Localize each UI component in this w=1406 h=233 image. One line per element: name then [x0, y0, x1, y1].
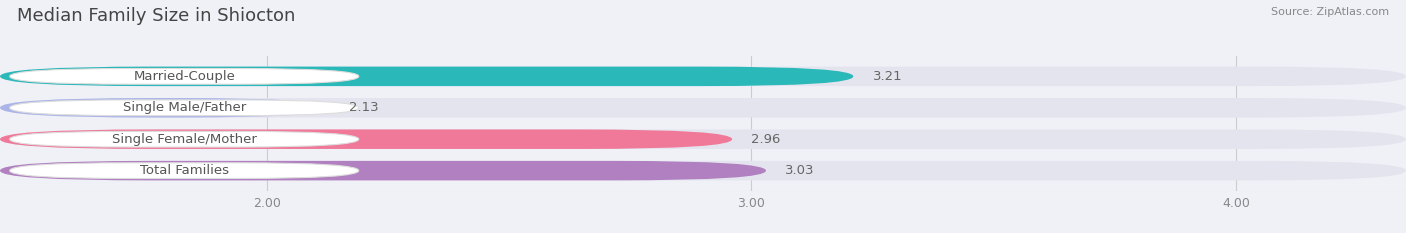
Text: Source: ZipAtlas.com: Source: ZipAtlas.com — [1271, 7, 1389, 17]
FancyBboxPatch shape — [10, 69, 359, 84]
Text: 3.21: 3.21 — [873, 70, 903, 83]
FancyBboxPatch shape — [0, 130, 1406, 149]
Text: Median Family Size in Shiocton: Median Family Size in Shiocton — [17, 7, 295, 25]
Text: 3.03: 3.03 — [786, 164, 815, 177]
FancyBboxPatch shape — [0, 67, 853, 86]
FancyBboxPatch shape — [0, 130, 733, 149]
FancyBboxPatch shape — [0, 161, 1406, 180]
FancyBboxPatch shape — [0, 98, 329, 117]
Text: 2.13: 2.13 — [349, 101, 378, 114]
FancyBboxPatch shape — [10, 163, 359, 178]
Text: Married-Couple: Married-Couple — [134, 70, 235, 83]
FancyBboxPatch shape — [0, 67, 1406, 86]
FancyBboxPatch shape — [10, 100, 359, 116]
Text: Single Female/Mother: Single Female/Mother — [112, 133, 257, 146]
Text: Single Male/Father: Single Male/Father — [122, 101, 246, 114]
FancyBboxPatch shape — [10, 131, 359, 147]
Text: Total Families: Total Families — [139, 164, 229, 177]
Text: 2.96: 2.96 — [751, 133, 780, 146]
FancyBboxPatch shape — [0, 98, 1406, 117]
FancyBboxPatch shape — [0, 161, 766, 180]
